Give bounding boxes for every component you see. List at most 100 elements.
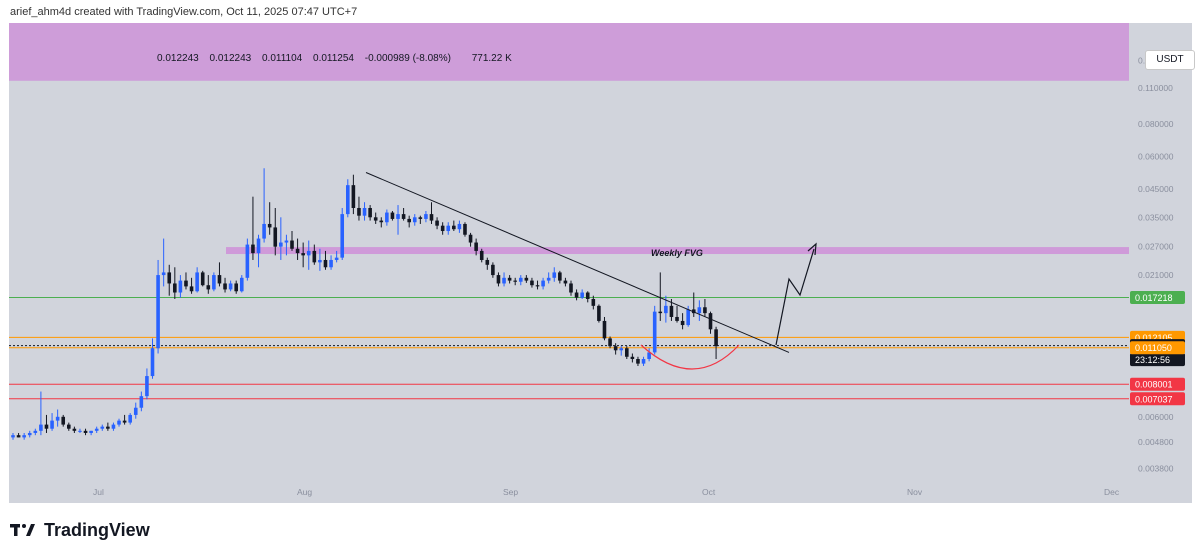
descending-trendline — [365, 172, 790, 353]
candle — [468, 234, 473, 243]
candle — [11, 435, 15, 438]
candle — [630, 356, 635, 360]
candle — [435, 220, 439, 226]
chart-credit: arief_ahm4d created with TradingView.com… — [10, 6, 358, 18]
candle — [396, 214, 400, 219]
x-tick-label: Nov — [907, 487, 923, 497]
candle — [178, 280, 183, 293]
candle — [541, 280, 545, 287]
y-tick-label: 0.080000 — [1138, 119, 1174, 129]
y-tick-label: 0.021000 — [1138, 270, 1174, 280]
candle — [636, 359, 640, 364]
candle — [167, 272, 172, 284]
candle — [161, 272, 166, 276]
y-tick-label: 0.045000 — [1138, 184, 1174, 194]
price-tag — [1130, 392, 1185, 406]
candle — [401, 214, 406, 219]
candle — [128, 414, 132, 423]
candle — [485, 259, 490, 265]
candle — [55, 416, 60, 421]
candle — [580, 292, 584, 298]
candle — [474, 242, 478, 251]
y-tick-label: 0.003800 — [1138, 463, 1174, 473]
candle — [418, 217, 423, 219]
candle — [83, 430, 88, 433]
candle — [546, 277, 551, 281]
candle — [619, 348, 624, 351]
x-tick-label: Oct — [702, 487, 716, 497]
candle — [33, 430, 38, 433]
candle — [245, 244, 250, 278]
candle — [652, 311, 657, 353]
candle — [329, 259, 333, 268]
candle — [373, 217, 378, 221]
candle — [457, 223, 462, 230]
ohlc-volume: 771.22 K — [471, 53, 512, 64]
rounded-bottom-arc — [640, 344, 740, 370]
price-tag — [1130, 291, 1185, 305]
candle — [379, 220, 384, 223]
candle — [44, 424, 49, 429]
top-supply-zone — [9, 23, 1129, 81]
candle — [301, 253, 305, 256]
candle — [574, 292, 579, 298]
ohlc-close: 0.011254 — [313, 53, 354, 64]
candle — [686, 309, 690, 326]
candle — [100, 426, 105, 429]
candle — [680, 320, 685, 326]
candle — [563, 280, 568, 284]
candle — [262, 223, 266, 239]
candle — [334, 257, 339, 260]
x-tick-label: Aug — [297, 487, 312, 497]
candlestick-chart[interactable]: Weekly FVG0.1400000.1100000.0800000.0600… — [9, 23, 1192, 503]
candle — [50, 420, 54, 429]
candle — [535, 285, 540, 287]
candle — [513, 280, 517, 282]
candle — [446, 225, 451, 232]
y-tick-label: 0.004800 — [1138, 437, 1174, 447]
candle — [714, 329, 718, 347]
price-tag-label: 0.012105 — [1135, 333, 1173, 343]
candle — [518, 277, 523, 282]
candle — [312, 250, 317, 263]
candle — [189, 286, 194, 292]
currency-button[interactable]: USDT — [1145, 50, 1195, 70]
candle — [173, 283, 177, 293]
candle — [452, 225, 456, 230]
candle — [94, 428, 99, 431]
y-tick-label: 0.110000 — [1138, 83, 1173, 93]
price-tag — [1130, 353, 1185, 367]
chart-area[interactable]: Weekly FVG0.1400000.1100000.0800000.0600… — [9, 23, 1195, 503]
x-tick-label: Jul — [93, 487, 104, 497]
ohlc-legend: 0.012243 0.012243 0.011104 0.011254 -0.0… — [157, 53, 520, 64]
candle — [39, 424, 43, 431]
candle — [22, 435, 26, 438]
y-tick-label: 0.006000 — [1138, 412, 1174, 422]
candle — [212, 275, 216, 290]
ohlc-high: 0.012243 — [209, 53, 252, 64]
candle — [284, 240, 289, 243]
candle — [675, 316, 679, 321]
candle — [613, 346, 618, 351]
candle — [608, 338, 612, 347]
candle — [351, 185, 356, 208]
ohlc-change: -0.000989 (-8.08%) — [364, 53, 451, 64]
price-tag — [1130, 377, 1185, 391]
candle — [89, 430, 93, 433]
candle — [290, 240, 294, 249]
tradingview-logo-icon — [10, 524, 35, 536]
price-tag-label: 23:12:56 — [1135, 355, 1170, 365]
candle — [463, 223, 467, 235]
candle — [223, 283, 227, 290]
candle — [703, 307, 707, 314]
y-tick-label: 0.027000 — [1138, 242, 1174, 252]
price-tag-label: 0.017218 — [1135, 293, 1173, 303]
candle — [184, 280, 188, 287]
candle — [558, 272, 562, 281]
ohlc-low: 0.011104 — [262, 53, 303, 64]
candle — [362, 207, 367, 216]
candle — [122, 420, 127, 423]
candle — [507, 277, 512, 281]
price-scale — [1129, 23, 1192, 503]
candle — [117, 420, 121, 425]
